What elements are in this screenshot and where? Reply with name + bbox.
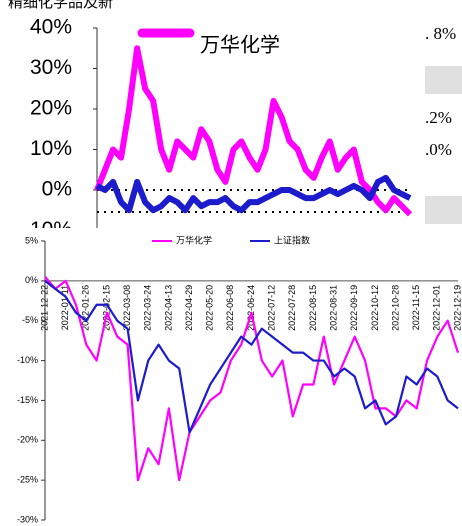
x-tick-label: 2021-12-22 — [39, 285, 49, 331]
series-line — [94, 45, 413, 217]
y-tick-label: 5% — [25, 235, 38, 245]
legend-label: 万华化学 — [176, 234, 212, 245]
y-tick-label: -20% — [17, 435, 38, 445]
x-tick-label: 2022-12-01 — [432, 285, 442, 331]
x-tick-label: 2022-08-31 — [328, 285, 338, 331]
x-tick-label: 2022-07-28 — [287, 285, 297, 331]
y-tick-label: -30% — [17, 514, 38, 524]
legend-label: 上证指数 — [274, 234, 310, 245]
y-tick-label: -10% — [17, 355, 38, 365]
header-fragment: 精细化学品及新 — [8, 0, 114, 11]
x-tick-label: 2022-01-26 — [81, 285, 91, 331]
y-tick-label: 40% — [30, 16, 72, 39]
y-tick-label: -10% — [23, 218, 72, 232]
x-tick-label: 2022-09-19 — [349, 285, 359, 331]
y-tick-label: 0% — [25, 275, 38, 285]
x-tick-label: 2022-10-28 — [390, 285, 400, 331]
x-tick-label: 2022-04-29 — [184, 285, 194, 331]
side-fragment: . 8% — [425, 24, 457, 43]
y-tick-label: 20% — [30, 97, 72, 120]
x-tick-label: 2022-04-13 — [163, 285, 173, 331]
x-tick-label: 2022-06-08 — [225, 285, 235, 331]
side-fragment: .2% — [425, 108, 452, 127]
x-tick-label: 2022-07-12 — [267, 285, 277, 331]
x-tick-label: 2022-05-20 — [205, 285, 215, 331]
gray-box — [425, 196, 462, 224]
series-line — [44, 276, 460, 482]
series-line — [95, 174, 412, 214]
x-tick-label: 2022-12-19 — [452, 285, 462, 331]
x-tick-label: 2022-10-12 — [370, 285, 380, 331]
x-tick-label: 2022-06-24 — [246, 285, 256, 331]
y-tick-label: 0% — [42, 178, 72, 201]
series-line — [44, 279, 459, 434]
y-tick-label: 30% — [30, 56, 72, 79]
y-tick-label: -25% — [17, 475, 38, 485]
x-tick-label: 2022-11-15 — [411, 285, 421, 330]
bottom-chart: 5% 0% -5% -10% -15% -20% -25% -30% 2021-12-22 202… — [0, 232, 462, 526]
x-tick-label: 2022-02-15 — [101, 285, 111, 331]
gray-box — [425, 66, 462, 94]
x-tick-label: 2022-01-11 — [60, 285, 70, 330]
top-chart: 40% 30% 20% 10% 0% -10% 万华化学 — [23, 16, 413, 232]
y-tick-label: -5% — [22, 315, 38, 325]
y-tick-label: -15% — [17, 395, 38, 405]
x-tick-label: 2022-08-15 — [308, 285, 318, 331]
y-tick-label: 10% — [30, 137, 72, 160]
side-fragment: .0% — [425, 140, 452, 159]
x-tick-label: 2022-03-24 — [143, 285, 153, 331]
legend-label: 万华化学 — [200, 33, 280, 56]
x-tick-label: 2022-03-08 — [122, 285, 132, 331]
